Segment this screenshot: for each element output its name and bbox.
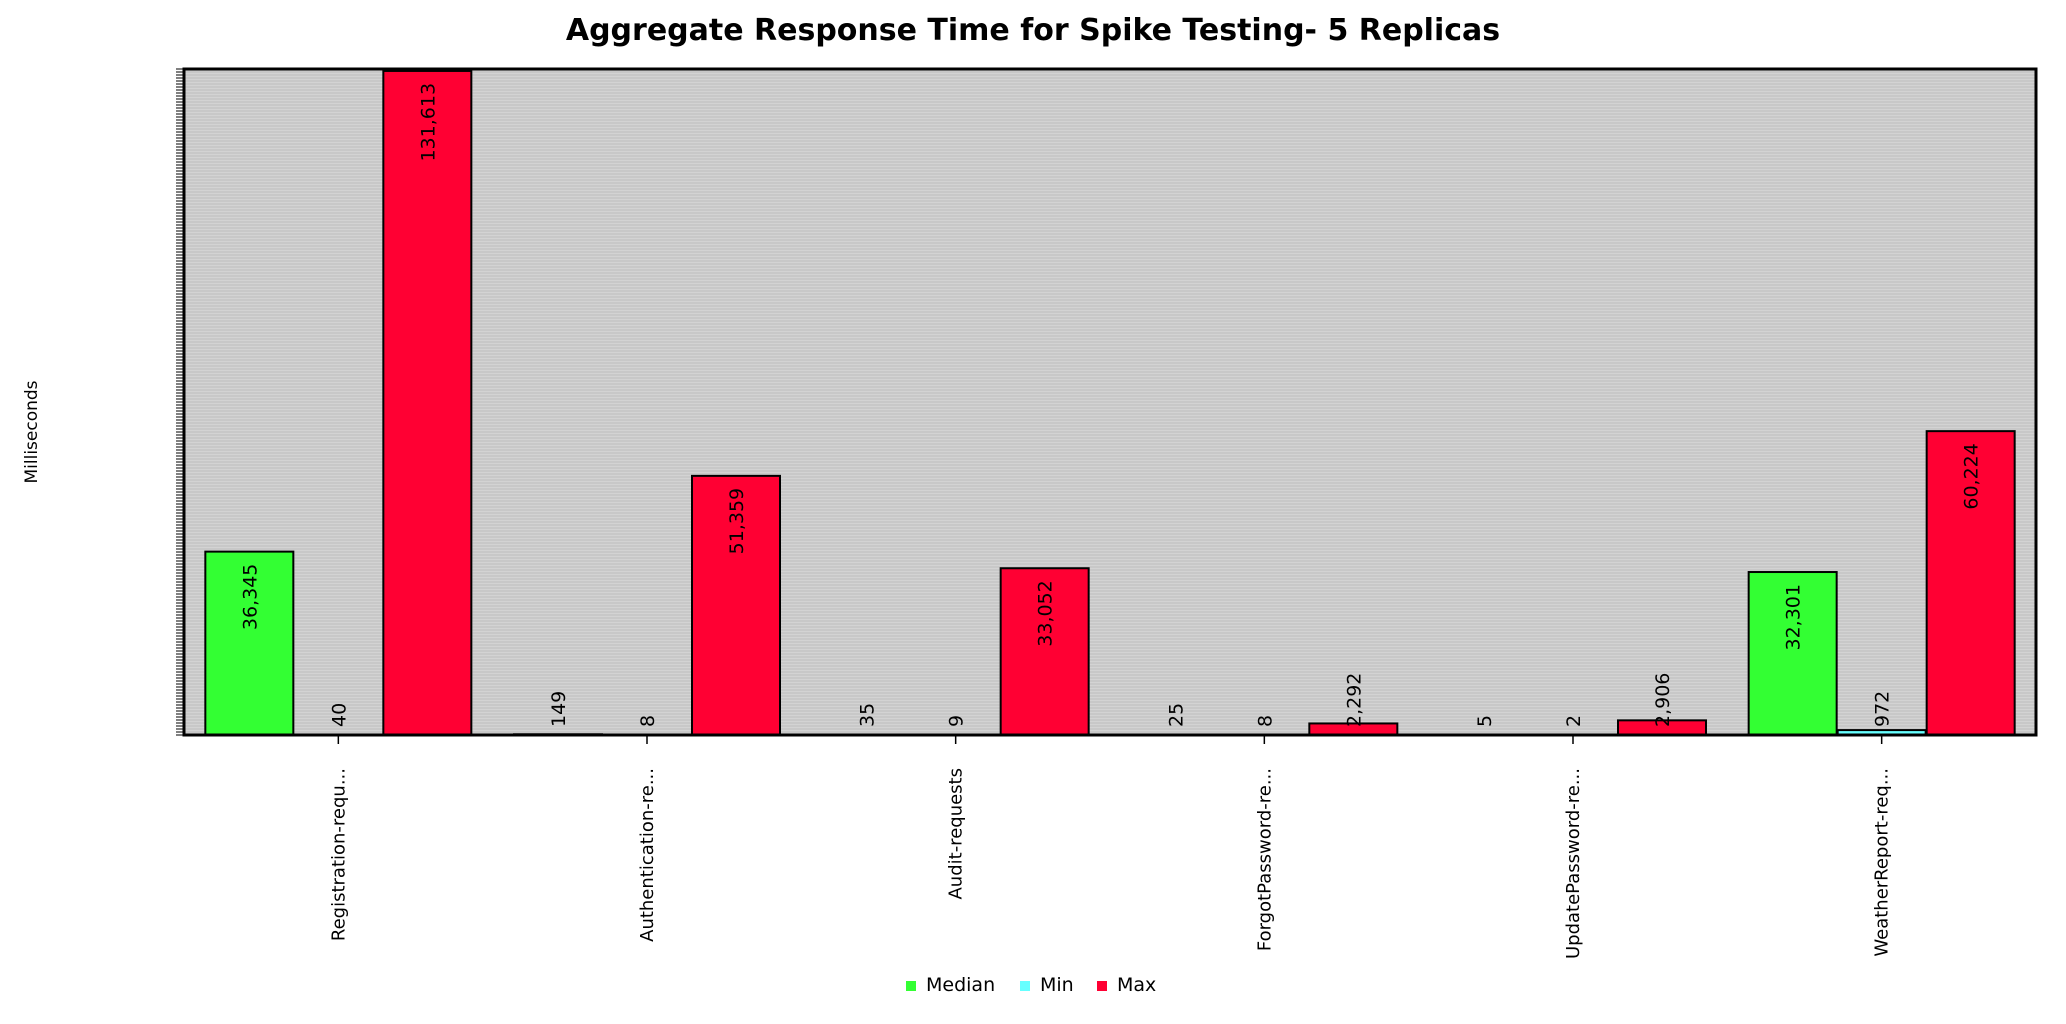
legend: Median Min Max bbox=[906, 974, 1156, 996]
bar-max-5 bbox=[1925, 430, 2016, 736]
plot-frame bbox=[182, 67, 2038, 737]
category-label-4: UpdatePassword-re... bbox=[1563, 768, 1584, 959]
grid-lines bbox=[184, 71, 2036, 733]
bar-median-5 bbox=[1747, 571, 1838, 737]
data-label-max-0: 131,613 bbox=[417, 83, 439, 162]
category-label-1: Authentication-re... bbox=[637, 768, 658, 942]
data-label-max-1: 51,359 bbox=[726, 488, 748, 554]
x-axis-ticks: Registration-requ... Authentication-re...… bbox=[328, 735, 1893, 959]
data-label-max-3: 2,292 bbox=[1343, 673, 1365, 727]
legend-swatch-median bbox=[906, 981, 916, 991]
legend-swatch-min bbox=[1020, 981, 1030, 991]
data-label-min-0: 40 bbox=[328, 703, 350, 727]
legend-label-max: Max bbox=[1117, 974, 1156, 996]
data-label-median-4: 5 bbox=[1474, 715, 1496, 727]
bar-max-2 bbox=[999, 567, 1090, 736]
legend-label-min: Min bbox=[1040, 974, 1074, 996]
data-label-min-5: 972 bbox=[1872, 691, 1894, 727]
category-label-5: WeatherReport-req... bbox=[1872, 768, 1893, 957]
category-label-2: Audit-requests bbox=[946, 768, 967, 900]
bar-max-1 bbox=[691, 474, 781, 736]
category-label-3: ForgotPassword-re... bbox=[1254, 768, 1275, 951]
data-label-max-2: 33,052 bbox=[1035, 580, 1057, 646]
data-label-min-3: 8 bbox=[1254, 715, 1276, 727]
bar-median-0 bbox=[204, 550, 295, 736]
data-label-min-1: 8 bbox=[637, 715, 659, 727]
bars bbox=[204, 69, 2016, 737]
bar-max-0 bbox=[382, 69, 473, 737]
data-label-median-3: 25 bbox=[1165, 703, 1187, 727]
data-label-min-4: 2 bbox=[1563, 715, 1585, 727]
data-label-max-5: 60,224 bbox=[1961, 443, 1983, 509]
data-label-max-4: 2,906 bbox=[1652, 673, 1674, 727]
data-label-median-2: 35 bbox=[857, 703, 879, 727]
legend-swatch-max bbox=[1097, 981, 1107, 991]
legend-label-median: Median bbox=[926, 974, 995, 996]
y-axis-label: Milliseconds bbox=[22, 380, 42, 483]
data-label-median-0: 36,345 bbox=[239, 564, 261, 630]
data-label-median-1: 149 bbox=[548, 691, 570, 727]
category-label-0: Registration-requ... bbox=[328, 768, 349, 941]
data-label-median-5: 32,301 bbox=[1783, 584, 1805, 650]
data-label-min-2: 9 bbox=[946, 715, 968, 727]
chart-title: Aggregate Response Time for Spike Testin… bbox=[566, 13, 1500, 48]
